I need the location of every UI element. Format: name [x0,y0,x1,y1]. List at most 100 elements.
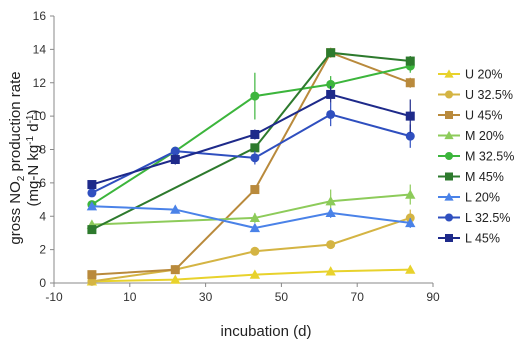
data-point-triangle [170,204,181,214]
data-point-square [445,172,453,181]
data-point-circle [326,79,336,89]
legend-label: U 45% [465,109,503,123]
series-line [91,51,411,231]
legend-label: U 20% [465,68,503,82]
x-axis-title: incubation (d) [221,323,312,340]
x-axis-ticks: -10 10 30 50 70 90 [45,283,440,304]
y-title-part: (mg-N kg [25,145,42,207]
y-title-part: production rate [7,71,24,175]
data-point-circle [405,131,415,141]
data-point-square [250,143,260,153]
legend-label: L 20% [465,191,500,205]
data-point-square [87,270,97,280]
series-u-45- [87,47,415,280]
data-point-triangle [405,264,416,274]
data-point-triangle [249,222,261,233]
x-tick-label: 10 [123,290,137,304]
data-point-triangle [249,269,261,279]
data-point-square [405,111,415,121]
y-tick-label: 10 [33,109,47,123]
data-point-square [250,129,260,139]
data-point-circle [326,240,336,250]
legend-entry: U 20% [438,68,503,82]
y-tick-label: 4 [39,209,46,223]
data-point-triangle [405,217,416,228]
legend-entry: M 45% [438,170,504,184]
data-point-square [405,56,415,66]
x-tick-label: 30 [199,290,213,304]
data-point-square [445,111,453,119]
y-title-part: ) [25,110,42,115]
data-point-triangle [249,212,261,223]
chart-axes [53,16,433,284]
legend-entry: U 32.5% [438,88,513,102]
legend-label: L 45% [465,232,500,246]
y-axis-ticks: 0 2 4 6 8 10 12 14 16 [33,9,54,290]
series-line [91,51,411,276]
legend-entry: M 32.5% [438,150,514,164]
data-point-triangle [86,201,98,211]
series-l-20- [86,201,416,233]
data-point-circle [250,153,260,163]
y-tick-label: 16 [33,9,47,23]
data-point-triangle [444,192,454,201]
data-point-square [250,185,260,195]
y-title-part: gross NO [7,181,24,244]
series-l-45- [87,86,415,190]
data-point-circle [250,91,260,101]
y-tick-label: 12 [33,76,47,90]
data-point-circle [445,90,453,99]
legend-entry: L 45% [438,232,500,246]
series-line [91,193,411,226]
x-tick-label: 50 [275,290,289,304]
data-point-square [445,234,453,242]
data-point-square [405,78,415,88]
data-point-circle [445,152,453,160]
legend-label: L 32.5% [465,211,510,225]
chart-legend: U 20% U 32.5% U 45% M 20% M 32.5% M 45% L 20% L… [438,68,514,246]
data-point-square [326,89,336,99]
series-m-45- [87,48,415,235]
y-title-sup: -1 [25,114,36,123]
legend-label: U 32.5% [465,88,513,102]
x-tick-label: -10 [45,290,63,304]
y-tick-label: 14 [33,42,47,56]
data-point-square [87,225,97,235]
legend-label: M 20% [465,129,504,143]
data-point-circle [87,188,97,198]
data-point-triangle [325,207,336,218]
series-line [91,93,411,186]
y-tick-label: 6 [39,176,46,190]
data-point-circle [445,213,453,222]
legend-label: M 45% [465,170,504,184]
y-tick-label: 2 [39,243,46,257]
data-point-triangle [325,196,336,206]
legend-entry: M 20% [438,129,504,143]
chart-series [86,47,416,286]
series-line [91,113,411,194]
data-point-circle [250,246,260,256]
x-tick-label: 70 [351,290,365,304]
data-point-square [326,48,336,58]
y-axis-title: gross NO2 production rate (mg-N kg-1 d-1… [7,71,42,244]
data-point-triangle [405,189,416,199]
y-axis-title-line2: (mg-N kg-1 d-1) [25,110,42,207]
data-point-triangle [170,274,181,284]
x-tick-label: 90 [426,290,440,304]
data-point-square [87,180,97,190]
series-l-32-5- [87,102,415,198]
y-title-sup: -1 [25,135,36,144]
data-point-circle [170,146,180,156]
data-point-triangle [444,130,454,140]
y-title-part: d [25,123,42,136]
data-point-square [170,155,180,165]
y-tick-label: 0 [39,276,46,290]
y-title-sub: 2 [16,175,27,181]
data-point-square [170,265,180,275]
legend-entry: U 45% [438,109,503,123]
data-point-triangle [444,69,454,78]
data-point-circle [326,109,336,119]
data-point-triangle [325,266,336,276]
y-tick-label: 8 [39,143,46,157]
